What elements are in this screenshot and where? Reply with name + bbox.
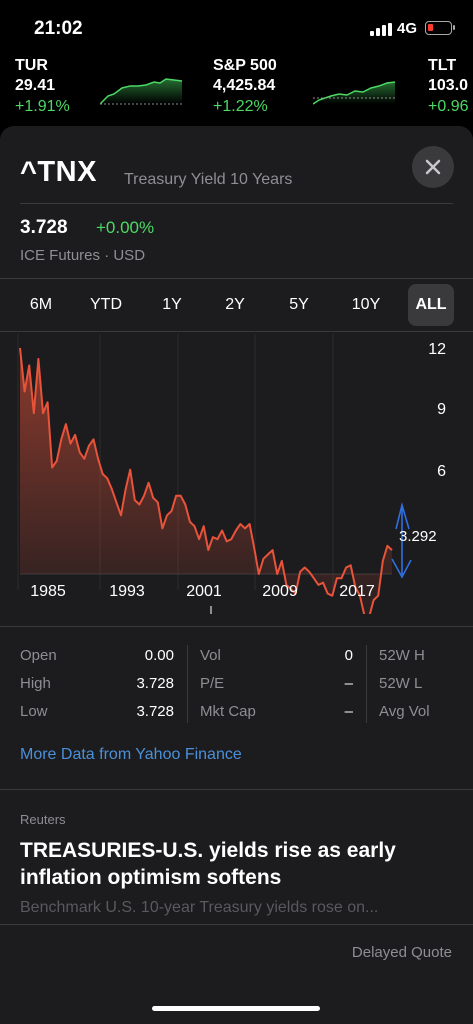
news-snippet: Benchmark U.S. 10-year Treasury yields r… bbox=[20, 899, 379, 916]
x-tick-label: 1985 bbox=[30, 583, 66, 600]
ticker-change: +0.96 bbox=[428, 98, 469, 115]
stat-label: Low bbox=[20, 703, 48, 720]
y-tick-label: 12 bbox=[428, 341, 446, 358]
tab-5y[interactable]: 5Y bbox=[289, 296, 309, 313]
quote-price: 3.728 bbox=[20, 217, 68, 238]
ticker-sparkline bbox=[313, 81, 396, 105]
divider bbox=[187, 645, 188, 723]
close-button[interactable] bbox=[412, 146, 454, 188]
stat-value: – bbox=[344, 675, 353, 692]
chart-line bbox=[19, 347, 393, 614]
y-tick-label: 9 bbox=[437, 401, 446, 418]
scrubber-handle[interactable] bbox=[210, 606, 212, 614]
x-tick-label: 1993 bbox=[109, 583, 145, 600]
stat-label: Open bbox=[20, 647, 57, 664]
stat-label: Vol bbox=[200, 647, 221, 664]
detail-card: ^TNX Treasury Yield 10 Years 3.728 +0.00… bbox=[0, 126, 473, 1024]
news-source: Reuters bbox=[20, 812, 66, 827]
tab-10y[interactable]: 10Y bbox=[351, 296, 381, 313]
tab-1y[interactable]: 1Y bbox=[162, 296, 182, 313]
tab-ytd[interactable]: YTD bbox=[90, 296, 122, 313]
stat-label: 52W H bbox=[379, 647, 425, 664]
divider bbox=[0, 626, 473, 627]
ticker-item[interactable]: S&P 500 4,425.84 +1.22% bbox=[213, 56, 277, 118]
quote-name: Treasury Yield 10 Years bbox=[124, 171, 293, 188]
stat-value: – bbox=[344, 703, 353, 720]
ticker-sparkline bbox=[100, 78, 183, 105]
quote-change: +0.00% bbox=[96, 218, 155, 237]
divider bbox=[0, 278, 473, 279]
home-indicator[interactable] bbox=[152, 1006, 320, 1011]
divider bbox=[0, 789, 473, 790]
stats-grid: Open 0.00 High 3.728 Low 3.728 Vol 0 P/E… bbox=[0, 643, 473, 725]
divider bbox=[20, 203, 453, 204]
ticker-price: 29.41 bbox=[15, 77, 56, 94]
stat-label: 52W L bbox=[379, 675, 423, 692]
delayed-quote-label: Delayed Quote bbox=[351, 944, 452, 961]
more-data-link[interactable]: More Data from Yahoo Finance bbox=[20, 746, 242, 763]
ticker-symbol: TUR bbox=[15, 57, 48, 74]
ticker-change: +1.22% bbox=[213, 98, 268, 115]
status-time: 21:02 bbox=[34, 18, 83, 39]
close-icon bbox=[425, 159, 441, 175]
stat-value: 0.00 bbox=[144, 647, 174, 664]
stat-label: Avg Vol bbox=[379, 703, 430, 720]
news-headline: TREASURIES-U.S. yields rise as early inf… bbox=[20, 839, 396, 889]
ticker-item[interactable]: TUR 29.41 +1.91% bbox=[15, 56, 70, 118]
status-bar: 21:02 4G bbox=[0, 0, 473, 50]
stat-label: P/E bbox=[200, 675, 225, 692]
stat-label: Mkt Cap bbox=[200, 703, 256, 720]
quote-symbol: ^TNX bbox=[20, 156, 97, 188]
divider bbox=[366, 645, 367, 723]
ticker-symbol: TLT bbox=[428, 57, 457, 74]
ticker-strip[interactable]: TUR 29.41 +1.91% S&P 500 4,425.84 +1.22%… bbox=[0, 56, 473, 122]
divider bbox=[0, 331, 473, 332]
ticker-symbol: S&P 500 bbox=[213, 57, 277, 74]
chart-area bbox=[20, 348, 392, 614]
x-tick-label: 2017 bbox=[339, 583, 375, 600]
y-tick-label: 6 bbox=[437, 463, 446, 480]
battery-icon bbox=[425, 21, 455, 35]
stat-label: High bbox=[20, 675, 51, 692]
divider bbox=[0, 924, 473, 925]
range-tabs: 6M YTD 1Y 2Y 5Y 10Y ALL bbox=[0, 278, 473, 332]
signal-icon bbox=[370, 23, 392, 36]
annotation-arrow-down bbox=[391, 558, 412, 579]
price-chart[interactable]: 12 9 6 1985 1993 2001 2009 2017 3.292 bbox=[0, 334, 473, 614]
ticker-price: 103.0 bbox=[428, 77, 469, 94]
tab-all[interactable]: ALL bbox=[408, 284, 454, 326]
x-tick-label: 2001 bbox=[186, 583, 222, 600]
tab-6m[interactable]: 6M bbox=[29, 296, 53, 313]
stat-value: 3.728 bbox=[136, 703, 174, 720]
stat-value: 0 bbox=[344, 647, 353, 664]
stat-value: 3.728 bbox=[136, 675, 174, 692]
tab-2y[interactable]: 2Y bbox=[225, 296, 245, 313]
x-tick-label: 2009 bbox=[262, 583, 298, 600]
ticker-item[interactable]: TLT 103.0 +0.96 bbox=[428, 56, 473, 118]
exchange-label: ICE Futures · USD bbox=[20, 247, 146, 264]
annotation-value: 3.292 bbox=[399, 528, 437, 545]
ticker-price: 4,425.84 bbox=[213, 77, 276, 94]
ticker-change: +1.91% bbox=[15, 98, 70, 115]
network-label: 4G bbox=[397, 20, 418, 37]
